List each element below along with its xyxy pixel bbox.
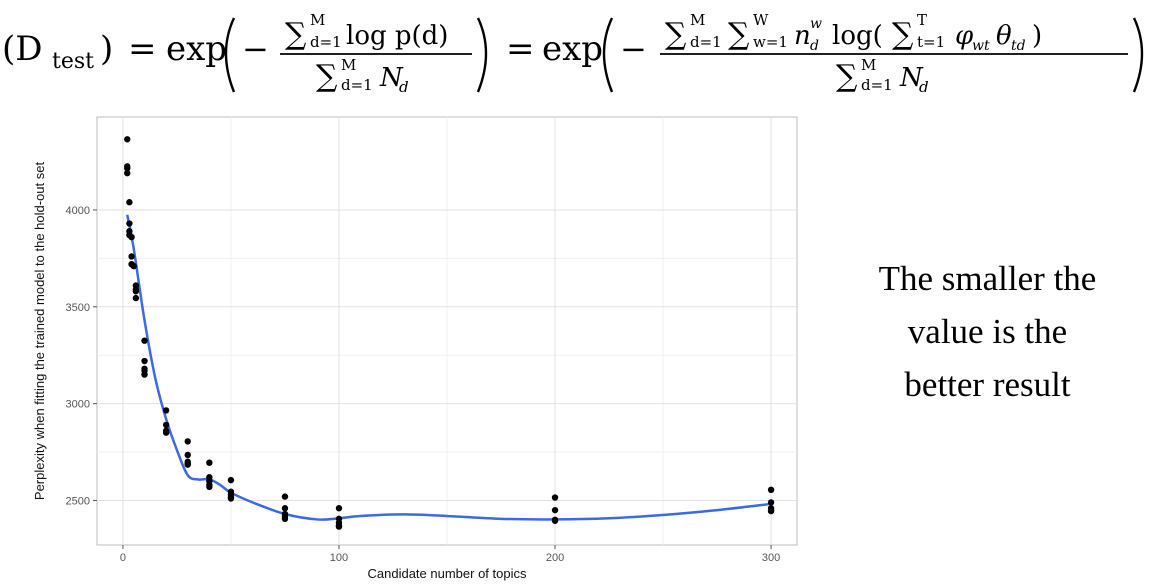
x-tick-label: 300 xyxy=(762,552,780,564)
grid-lines xyxy=(97,117,797,545)
data-point xyxy=(162,429,170,436)
formula-paren-close-1 xyxy=(476,17,488,93)
formula-paren-open-2 xyxy=(602,17,614,93)
data-point xyxy=(206,459,213,466)
formula-sum-symbol: ∑ xyxy=(316,59,338,94)
data-point xyxy=(206,483,213,491)
formula-minus-1: − xyxy=(242,30,269,68)
formula-den1-sum-sup: M xyxy=(341,56,356,74)
formula-den2-body: N xyxy=(899,63,924,93)
data-point xyxy=(126,199,133,206)
formula-exp-2: exp xyxy=(542,29,603,69)
formula-paren-close-2 xyxy=(1132,17,1144,93)
formula-num2-sum1-sub: d=1 xyxy=(690,33,722,51)
formula-num1-sum-sub: d=1 xyxy=(310,33,342,51)
y-axis-title: Perplexity when fitting the trained mode… xyxy=(32,162,47,501)
data-point xyxy=(162,407,170,414)
formula-num2-phi-sub: wt xyxy=(972,38,990,54)
x-tick-label: 100 xyxy=(330,552,348,564)
formula-num2-phi: φ xyxy=(955,21,974,51)
data-point xyxy=(124,136,131,143)
x-tick-label: 0 xyxy=(120,552,126,564)
data-point xyxy=(141,371,148,378)
axis-ticks: 0 100 200 300 2500 3000 3500 4000 xyxy=(66,205,781,564)
formula-paren-open-1 xyxy=(224,17,236,93)
formula-exp-1: exp xyxy=(166,29,227,69)
scatter-points xyxy=(124,136,775,530)
formula-sum-symbol: ∑ xyxy=(836,59,858,94)
formula-den2-sum-sub: d=1 xyxy=(861,76,893,94)
data-point xyxy=(128,233,135,241)
data-point xyxy=(335,505,343,512)
data-point xyxy=(128,253,135,260)
formula-den1-body: N xyxy=(379,63,404,93)
data-point xyxy=(335,523,343,530)
formula-equals-1: = xyxy=(128,29,157,69)
data-point xyxy=(141,357,148,365)
formula-num1-sum-sup: M xyxy=(310,11,325,29)
formula-num2-sum2-sub: w=1 xyxy=(753,33,788,51)
formula-lhs-subscript: test xyxy=(52,49,94,74)
x-tick-label: 200 xyxy=(546,552,564,564)
formula-sum-symbol: ∑ xyxy=(665,17,687,52)
data-point xyxy=(551,494,559,501)
note-line-3: better result xyxy=(904,365,1071,404)
formula-num2-n-sup: w xyxy=(810,16,822,32)
y-tick-label: 2500 xyxy=(66,495,90,507)
formula-den1-body-sub: d xyxy=(399,78,409,96)
data-point xyxy=(551,517,559,524)
formula-den2-sum-sup: M xyxy=(861,56,876,74)
x-axis-title: Candidate number of topics xyxy=(368,566,527,581)
formula-lhs: (D xyxy=(2,29,43,69)
formula-num2-theta: θ xyxy=(996,21,1012,51)
formula-num2-theta-sub: td xyxy=(1011,38,1026,54)
formula-num1-body: log p(d) xyxy=(346,21,448,51)
formula-num2-sum2-sup: W xyxy=(753,11,769,29)
data-point xyxy=(162,421,170,429)
data-point xyxy=(767,499,775,506)
data-point xyxy=(126,220,133,227)
data-point xyxy=(767,486,775,494)
formula-den1-sum-sub: d=1 xyxy=(341,76,373,94)
data-point xyxy=(227,476,235,484)
formula-lhs-close: ) xyxy=(100,29,113,69)
formula-num2-n: n xyxy=(794,21,811,51)
formula-sum-symbol: ∑ xyxy=(892,17,914,52)
formula-num2-inner-sum-sub: t=1 xyxy=(917,33,945,51)
perplexity-scatter-chart: 0 100 200 300 2500 3000 3500 4000 Candidate num… xyxy=(32,116,798,581)
data-point xyxy=(132,288,140,295)
formula-num2-sum1-sup: M xyxy=(690,11,705,29)
data-point xyxy=(124,165,131,172)
data-point xyxy=(281,493,289,500)
note-line-2: value is the xyxy=(907,312,1068,351)
note-line-1: The smaller the xyxy=(878,259,1097,298)
data-point xyxy=(130,262,137,270)
data-point xyxy=(281,515,289,523)
formula-den2-body-sub: d xyxy=(919,78,929,96)
data-point xyxy=(551,506,559,514)
y-tick-label: 3000 xyxy=(66,399,90,411)
formula-num2-close: ) xyxy=(1032,21,1042,51)
formula-equals-2: = xyxy=(506,29,535,69)
formula-sum-symbol: ∑ xyxy=(728,17,750,52)
data-point xyxy=(227,495,235,502)
data-point xyxy=(124,169,131,177)
y-tick-label: 3500 xyxy=(66,302,90,314)
data-point xyxy=(132,294,140,302)
formula-sum-symbol: ∑ xyxy=(285,17,307,52)
data-point xyxy=(184,438,191,445)
data-point xyxy=(767,507,775,515)
data-point xyxy=(281,505,289,512)
y-tick-label: 4000 xyxy=(66,205,90,217)
formula-num2-n-sub: d xyxy=(810,38,819,54)
data-point xyxy=(184,461,191,468)
side-note: The smaller the value is the better resu… xyxy=(820,252,1155,411)
formula-num2-inner-sum-sup: T xyxy=(917,11,927,29)
data-point xyxy=(184,451,191,459)
perplexity-formula: (D test ) = exp − ∑ M d=1 log p(d) ∑ M d… xyxy=(2,11,1144,96)
data-point xyxy=(141,337,148,344)
formula-num2-log: log( xyxy=(832,21,883,51)
formula-minus-2: − xyxy=(620,30,647,68)
